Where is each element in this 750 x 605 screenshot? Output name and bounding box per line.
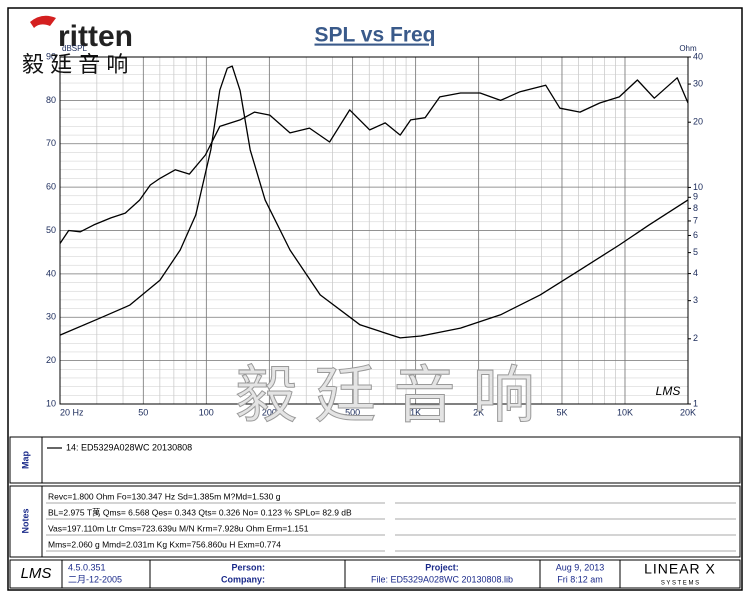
notes-panel — [9, 485, 741, 558]
version: 4.5.0.351 — [68, 562, 106, 572]
chart-title: SPL vs Freq — [315, 24, 436, 47]
x-tick-label: 100 — [199, 407, 214, 417]
y-tick-label: 50 — [46, 225, 56, 235]
y2-tick-label: 5 — [693, 247, 698, 257]
y-tick-label: 90 — [46, 51, 56, 61]
y-tick-label: 30 — [46, 312, 56, 322]
y-tick-label: 10 — [46, 398, 56, 408]
y-tick-label: 40 — [46, 268, 56, 278]
brand: LINEAR X — [644, 561, 716, 577]
plot-logo: LMS — [656, 384, 681, 398]
chart: 20 Hz 50 100 200 500 1K 2K 5K 10K 20K 10 20 30 40 50 60… — [46, 51, 703, 417]
legend-entry: 14: ED5329A028WC 20130808 — [66, 442, 192, 452]
brand-sub: S Y S T E M S — [661, 581, 699, 587]
map-panel — [9, 436, 741, 484]
logo-cn: 毅 廷 音 响 — [22, 52, 128, 77]
y-tick-label: 80 — [46, 95, 56, 105]
x-tick-label: 20K — [680, 407, 696, 417]
map-label: Map — [20, 450, 30, 469]
y2-tick-label: 10 — [693, 182, 703, 192]
y2-axis-label: Ohm — [679, 44, 697, 53]
watermark: 毅 廷 音 响 — [235, 361, 535, 430]
x-tick-label: 50 — [138, 407, 148, 417]
y2-tick-label: 3 — [693, 295, 698, 305]
x-tick-label: 500 — [345, 407, 360, 417]
y-axis-label: dBSPL — [62, 44, 87, 53]
y-tick-label: 20 — [46, 355, 56, 365]
date: Aug 9, 2013 — [556, 562, 605, 572]
frame — [7, 7, 743, 591]
time: Fri 8:12 am — [557, 574, 603, 584]
y2-tick-label: 7 — [693, 215, 698, 225]
note-line: Revc=1.800 Ohm Fo=130.347 Hz Sd=1.385m M… — [48, 491, 281, 501]
file: File: ED5329A028WC 20130808.lib — [371, 574, 513, 584]
y2-tick-label: 9 — [693, 192, 698, 202]
x-tick-label: 200 — [262, 407, 277, 417]
x-tick-label: 1K — [410, 407, 421, 417]
build-date: 二月-12-2005 — [68, 574, 122, 584]
company: Company: — [221, 574, 265, 584]
footer — [9, 559, 741, 589]
notes: Revc=1.800 Ohm Fo=130.347 Hz Sd=1.385m M… — [46, 491, 736, 552]
y-tick-label: 60 — [46, 182, 56, 192]
logo-swoosh — [30, 15, 56, 28]
y2-tick-label: 2 — [693, 333, 698, 343]
footer-logo: LMS — [21, 565, 52, 582]
series-line — [59, 65, 689, 339]
y2-tick-label: 40 — [693, 51, 703, 61]
y2-tick-label: 1 — [693, 398, 698, 408]
y2-tick-label: 4 — [693, 268, 698, 278]
y2-tick-label: 8 — [693, 203, 698, 213]
note-line: Mms=2.060 g Mmd=2.031m Kg Kxm=756.860u H… — [48, 539, 281, 549]
x-tick-label: 5K — [556, 407, 567, 417]
series-line — [59, 77, 689, 244]
y2-tick-label: 20 — [693, 117, 703, 127]
logo: ritten — [58, 20, 133, 53]
y-tick-label: 70 — [46, 138, 56, 148]
note-line: Vas=197.110m Ltr Cms=723.639u M/N Krm=7.… — [48, 523, 309, 533]
person: Person: — [231, 562, 265, 572]
x-tick-label: 2K — [473, 407, 484, 417]
plot-frame — [59, 56, 689, 405]
note-line: BL=2.975 T萬 Qms= 6.568 Qes= 0.343 Qts= 0… — [48, 507, 352, 517]
project: Project: — [425, 562, 459, 572]
notes-label: Notes — [20, 508, 30, 533]
x-tick-label: 20 Hz — [60, 407, 84, 417]
x-tick-label: 10K — [617, 407, 633, 417]
y2-tick-label: 6 — [693, 230, 698, 240]
y2-tick-label: 30 — [693, 78, 703, 88]
